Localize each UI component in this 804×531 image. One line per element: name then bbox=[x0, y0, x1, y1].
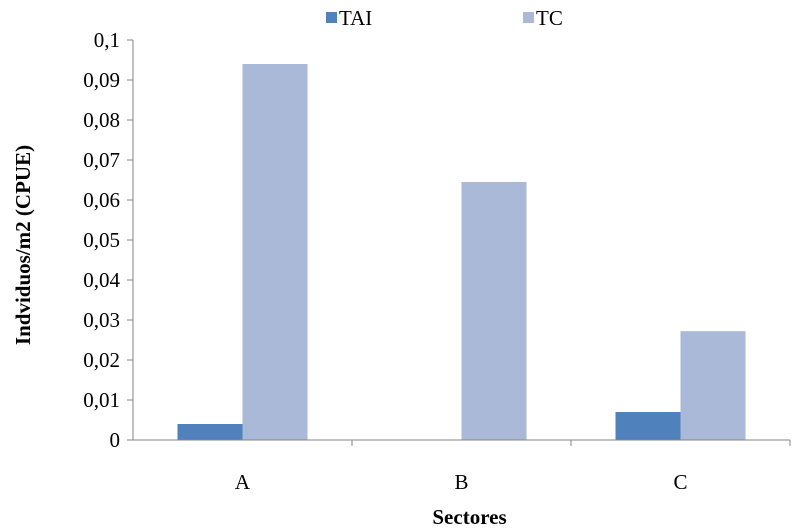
y-tick-label: 0,05 bbox=[83, 228, 120, 252]
y-tick-label: 0,02 bbox=[83, 348, 120, 372]
bar-tai-c bbox=[615, 412, 681, 440]
bar-tai-a bbox=[177, 424, 243, 440]
y-tick-label: 0,04 bbox=[83, 268, 120, 292]
legend-label-tai: TAI bbox=[339, 6, 372, 30]
y-tick-label: 0,08 bbox=[83, 108, 120, 132]
y-axis-ticks: 0 0,01 0,02 0,03 0,04 0,05 0,06 0,07 0,08 0,09 0,1 bbox=[83, 28, 133, 452]
legend-swatch-tai bbox=[326, 12, 337, 23]
y-tick-label: 0,03 bbox=[83, 308, 120, 332]
legend: TAI TC bbox=[326, 6, 563, 30]
y-tick-label: 0,1 bbox=[94, 28, 120, 52]
y-tick-label: 0,01 bbox=[83, 388, 120, 412]
bar-tc-c bbox=[680, 331, 746, 440]
x-category-label: B bbox=[454, 470, 468, 494]
y-tick-label: 0,07 bbox=[83, 148, 120, 172]
y-axis-title: Indviduos/m2 (CPUE) bbox=[11, 145, 35, 345]
y-tick-label: 0 bbox=[110, 428, 121, 452]
legend-label-tc: TC bbox=[536, 6, 563, 30]
bar-tc-a bbox=[242, 64, 308, 440]
bar-tc-b bbox=[461, 182, 527, 440]
x-category-label: A bbox=[235, 470, 251, 494]
x-axis-title: Sectores bbox=[432, 505, 506, 529]
x-category-label: C bbox=[673, 470, 687, 494]
y-tick-label: 0,06 bbox=[83, 188, 120, 212]
x-axis-categories: A B C bbox=[235, 440, 791, 494]
legend-swatch-tc bbox=[523, 12, 534, 23]
y-tick-label: 0,09 bbox=[83, 68, 120, 92]
bars bbox=[177, 64, 746, 440]
